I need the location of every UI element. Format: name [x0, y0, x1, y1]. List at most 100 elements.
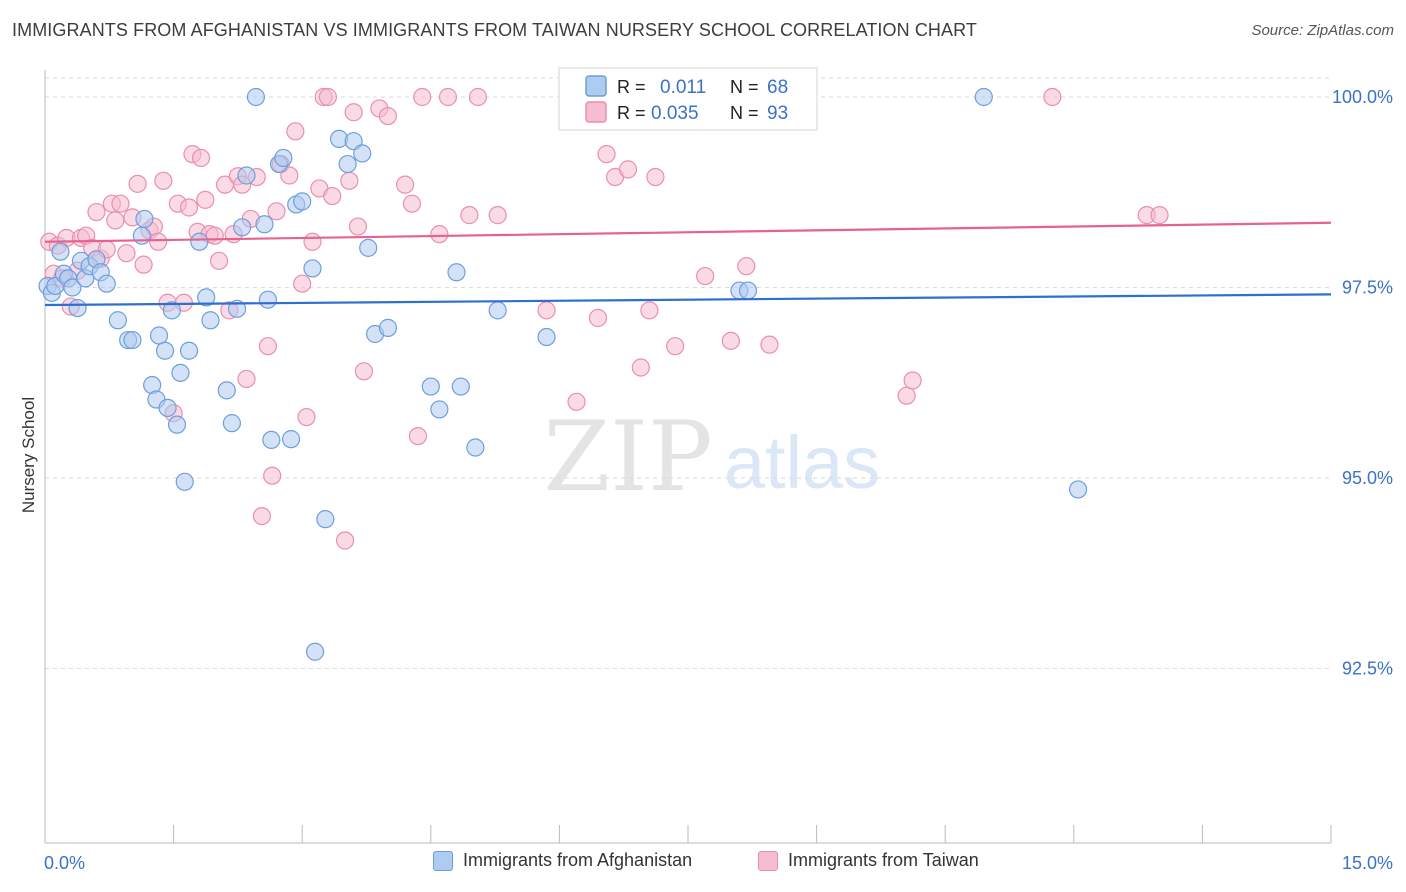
taiwan-point — [297, 407, 316, 427]
afghanistan-trend-line — [44, 293, 1332, 307]
afghanistan-point — [135, 209, 154, 229]
afghanistan-point — [359, 238, 378, 257]
afghanistan-point — [63, 278, 82, 297]
afghanistan-point — [353, 144, 372, 163]
afghanistan-point — [305, 642, 325, 661]
afghanistan-point — [255, 215, 274, 234]
taiwan-point — [378, 106, 398, 126]
taiwan-point — [154, 171, 173, 190]
afghanistan-point — [97, 274, 116, 293]
afghanistan-point — [237, 166, 256, 185]
afghanistan-point — [316, 510, 335, 529]
afghanistan-point — [162, 301, 181, 320]
afghanistan-point — [108, 311, 127, 330]
taiwan-point — [588, 308, 608, 328]
legend-item-afghanistan[interactable]: Immigrants from Afghanistan — [433, 850, 692, 871]
legend-label-afghanistan: Immigrants from Afghanistan — [463, 850, 693, 870]
afghanistan-point — [262, 430, 281, 449]
x-tick-label: 0.0% — [44, 853, 85, 873]
y-tick-label: 95.0% — [1342, 468, 1393, 488]
stats-n-value-blue: 68 — [767, 77, 788, 98]
taiwan-point — [252, 506, 272, 526]
afghanistan-point — [175, 472, 194, 491]
stats-n-label-blue: N = — [730, 77, 759, 97]
taiwan-point — [408, 426, 428, 446]
stats-r-label-blue: R = — [617, 77, 646, 97]
taiwan-trend-line — [44, 221, 1332, 243]
taiwan-point — [258, 337, 278, 356]
stats-legend-blue-swatch — [585, 75, 607, 97]
afghanistan-point — [227, 299, 247, 318]
afghanistan-point — [123, 330, 142, 350]
taiwan-point — [209, 251, 229, 270]
tick-labels: 100.0% 97.5% 95.0% 92.5% 0.0% 15.0% — [44, 87, 1393, 873]
taiwan-point — [280, 166, 299, 185]
y-tick-label: 100.0% — [1332, 87, 1393, 107]
taiwan-point — [237, 369, 256, 389]
taiwan-point — [340, 171, 359, 190]
afghanistan-point — [233, 218, 252, 237]
afghanistan-point — [447, 263, 466, 282]
afghanistan-point — [738, 281, 758, 300]
afghanistan-point — [149, 326, 169, 345]
taiwan-point — [640, 301, 659, 320]
taiwan-point — [293, 274, 312, 293]
taiwan-point — [196, 190, 215, 209]
y-tick-label: 92.5% — [1342, 659, 1393, 679]
stats-r-label-pink: R = — [617, 103, 646, 123]
taiwan-point — [760, 335, 779, 354]
afghanistan-point — [281, 430, 301, 449]
taiwan-point — [413, 87, 432, 107]
afghanistan-point — [430, 400, 449, 419]
afghanistan-point — [488, 301, 507, 320]
stats-legend: R = 0.011 N = 68 R = 0.035 N = 93 — [558, 67, 818, 131]
stats-r-value-pink: 0.035 — [651, 103, 699, 124]
taiwan-point — [87, 202, 106, 222]
taiwan-point — [128, 174, 147, 193]
afghanistan-point — [258, 290, 278, 309]
stats-n-label-pink: N = — [730, 103, 759, 123]
afghanistan-point — [303, 259, 322, 278]
taiwan-point — [191, 148, 211, 168]
taiwan-point — [430, 225, 449, 244]
trend-lines — [44, 221, 1332, 307]
taiwan-point — [205, 226, 224, 245]
afghanistan-point — [179, 341, 199, 360]
taiwan-point — [696, 266, 715, 286]
taiwan-point — [897, 386, 916, 405]
afghanistan-point — [466, 438, 485, 457]
afghanistan-point — [132, 226, 151, 245]
taiwan-point — [344, 103, 363, 122]
taiwan-point — [395, 175, 415, 194]
afghanistan-point — [197, 288, 216, 307]
watermark-zip: ZIP — [543, 401, 712, 513]
taiwan-point — [1043, 87, 1062, 107]
taiwan-point — [303, 232, 322, 251]
chart-title: IMMIGRANTS FROM AFGHANISTAN VS IMMIGRANT… — [12, 20, 978, 40]
gridlines — [45, 77, 1331, 669]
taiwan-point — [335, 531, 355, 550]
afghanistan-point — [421, 377, 440, 396]
taiwan-point — [438, 87, 458, 107]
watermark-atlas: atlas — [724, 421, 880, 504]
watermark: ZIP atlas — [543, 401, 880, 513]
taiwan-point — [567, 392, 586, 411]
y-tick-label: 97.5% — [1342, 278, 1393, 298]
taiwan-point — [318, 87, 338, 107]
taiwan-point — [488, 206, 507, 225]
afghanistan-point — [451, 377, 470, 396]
taiwan-point — [179, 198, 199, 217]
source-label: Source: ZipAtlas.com — [1251, 22, 1394, 39]
afghanistan-point — [378, 318, 398, 337]
afghanistan-point — [293, 192, 312, 211]
taiwan-point — [117, 244, 136, 263]
afghanistan-point — [68, 298, 87, 318]
afghanistan-point — [190, 232, 209, 251]
taiwan-point — [460, 206, 479, 225]
legend-item-taiwan[interactable]: Immigrants from Taiwan — [758, 850, 979, 871]
afghanistan-point — [158, 398, 177, 417]
taiwan-point — [267, 202, 286, 221]
taiwan-point — [597, 145, 616, 164]
stats-legend-pink-swatch — [585, 101, 607, 123]
